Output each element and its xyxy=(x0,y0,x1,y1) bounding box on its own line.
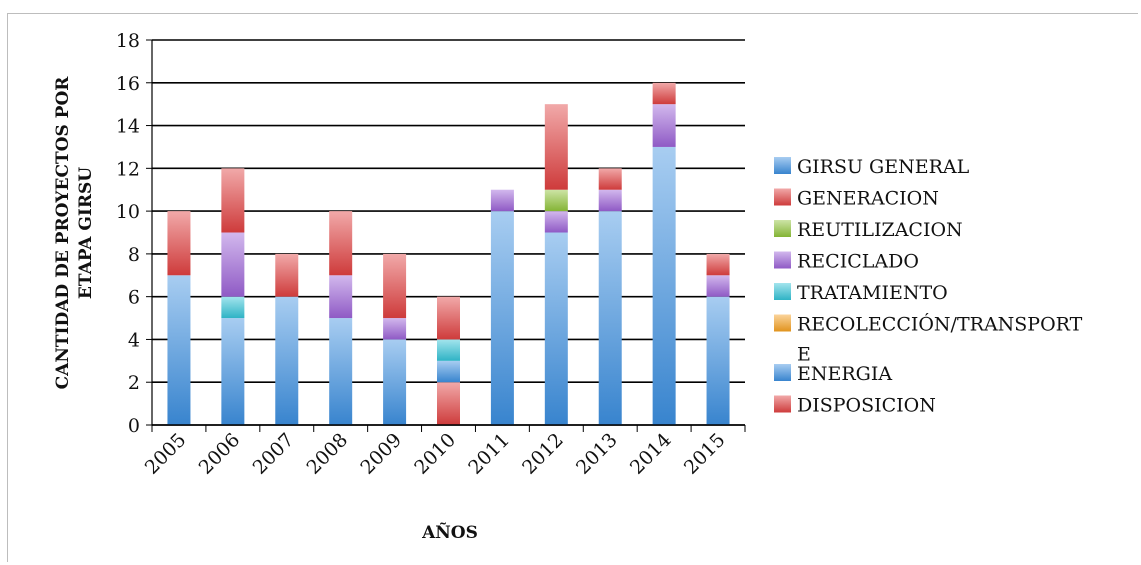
x-tick-label: 2014 xyxy=(626,429,676,479)
x-tick-label: 2015 xyxy=(680,429,730,479)
bar-segment-energia-2015 xyxy=(706,296,730,425)
legend-label: GIRSU GENERAL xyxy=(797,156,970,178)
bar-segment-reutilizacion-2012 xyxy=(544,189,568,212)
y-tick-label: 6 xyxy=(128,287,140,309)
legend-label: E xyxy=(797,344,811,366)
legend-swatch xyxy=(774,395,791,413)
bar-segment-energia-2011 xyxy=(490,211,514,425)
x-tick-label: 2009 xyxy=(356,429,406,479)
bar-segment-tratamiento-2006 xyxy=(221,296,245,319)
axes xyxy=(151,40,746,432)
legend-swatch xyxy=(774,251,791,269)
y-tick-label: 18 xyxy=(116,30,140,52)
bars xyxy=(167,82,730,425)
legend-label: DISPOSICION xyxy=(797,395,936,417)
bar-segment-generacion-2005 xyxy=(167,211,191,276)
y-axis-title-line-1: CANTIDAD DE PROYECTOS POR xyxy=(53,76,73,390)
y-tick-label: 2 xyxy=(128,372,140,394)
bar-segment-energia-2006 xyxy=(221,318,245,425)
chart-frame xyxy=(7,13,1138,562)
bar-segment-reciclado-2013 xyxy=(598,189,622,212)
bar-segment-energia-2008 xyxy=(329,318,353,425)
bar-segment-energia-2013 xyxy=(598,211,622,425)
x-tick-labels: 2005 2006 2007 2008 2009 2010 2011 2012 2013 2014… xyxy=(141,429,730,479)
y-tick-label: 12 xyxy=(116,158,140,180)
bar-segment-energia-2009 xyxy=(383,339,407,425)
legend-swatch xyxy=(774,220,791,237)
y-tick-label: 16 xyxy=(116,73,140,95)
bar-segment-energia-2010 xyxy=(437,360,460,383)
legend-label: RECOLECCIÓN/TRANSPORT xyxy=(797,313,1083,336)
x-axis-title: AÑOS xyxy=(421,521,478,543)
bar-segment-generacion-2008 xyxy=(329,211,353,276)
legend-swatch xyxy=(774,157,791,174)
bar-segment-generacion-2012 xyxy=(544,104,568,190)
bar-segment-generacion-2007 xyxy=(275,253,299,297)
bar-segment-tratamiento-2010 xyxy=(437,339,460,361)
legend-swatch xyxy=(774,314,791,332)
bar-segment-reciclado-2014 xyxy=(652,104,676,147)
x-tick-label: 2005 xyxy=(141,429,191,479)
bar-segment-energia-2007 xyxy=(275,296,299,425)
bar-segment-generacion-2010 xyxy=(437,296,460,340)
y-tick-label: 8 xyxy=(128,244,140,266)
legend-label: GENERACION xyxy=(797,188,939,210)
y-axis-title-line-2: ETAPA GIRSU xyxy=(76,167,96,299)
x-tick-label: 2012 xyxy=(518,429,568,479)
y-tick-label: 4 xyxy=(128,329,140,351)
legend: GIRSU GENERAL GENERACION REUTILIZACION RECI… xyxy=(774,156,1083,417)
bar-segment-reciclado-2012 xyxy=(544,211,568,233)
legend-label: RECICLADO xyxy=(797,251,919,273)
bar-segment-generacion-2014 xyxy=(652,82,676,105)
y-tick-label: 0 xyxy=(128,415,140,437)
bar-segment-energia-2014 xyxy=(652,146,676,425)
bar-segment-reciclado-2006 xyxy=(221,232,245,297)
legend-label: REUTILIZACION xyxy=(797,219,963,241)
bar-segment-generacion-2009 xyxy=(383,253,407,319)
bar-segment-energia-2012 xyxy=(544,232,568,425)
x-tick-label: 2013 xyxy=(572,429,622,479)
bar-segment-reciclado-2009 xyxy=(383,318,407,340)
y-tick-label: 10 xyxy=(116,201,140,223)
bar-segment-reciclado-2008 xyxy=(329,275,353,319)
bar-segment-generacion-2015 xyxy=(706,253,730,276)
bar-segment-reciclado-2015 xyxy=(706,275,730,297)
y-tick-label: 14 xyxy=(116,116,140,138)
bar-segment-generacion-2013 xyxy=(598,168,622,190)
bar-segment-disposicion-2010 xyxy=(437,382,460,425)
legend-swatch xyxy=(774,188,791,206)
x-tick-label: 2010 xyxy=(410,429,460,479)
legend-label: TRATAMIENTO xyxy=(797,282,948,304)
x-tick-label: 2006 xyxy=(195,429,245,479)
legend-swatch xyxy=(774,364,791,381)
legend-label: ENERGIA xyxy=(797,363,892,385)
bar-segment-reciclado-2011 xyxy=(490,189,514,212)
x-tick-label: 2007 xyxy=(249,429,299,479)
x-tick-label: 2008 xyxy=(302,429,352,479)
bar-segment-energia-2005 xyxy=(167,275,191,425)
y-tick-labels: 0 2 4 6 8 10 12 14 16 18 xyxy=(116,30,140,437)
x-tick-label: 2011 xyxy=(464,429,514,479)
bar-segment-generacion-2006 xyxy=(221,168,245,233)
legend-swatch xyxy=(774,283,791,300)
